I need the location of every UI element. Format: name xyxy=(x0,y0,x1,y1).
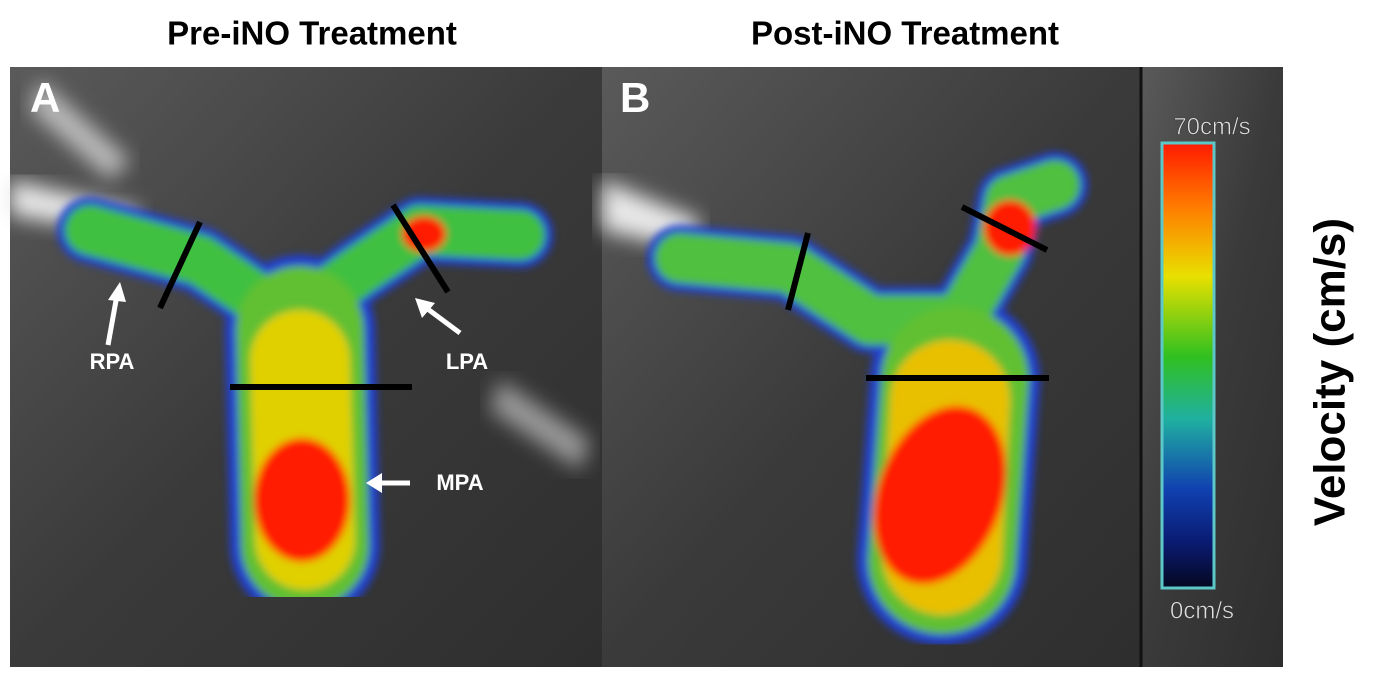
vessel-label: RPA xyxy=(90,349,135,374)
panel-title: Post-iNO Treatment xyxy=(751,15,1059,52)
panel-letter: B xyxy=(620,74,650,121)
vessel-label: LPA xyxy=(446,349,488,374)
vessel-label: MPA xyxy=(436,470,483,495)
colorbar-max: 70cm/s xyxy=(1173,113,1250,140)
panel-title: Pre-iNO Treatment xyxy=(167,15,457,52)
image-panel-b: B xyxy=(602,67,1140,667)
colorbar-min: 0cm/s xyxy=(1170,597,1234,624)
colorbar-title: Velocity (cm/s) xyxy=(1306,218,1355,526)
colorbar: 70cm/s 0cm/s xyxy=(1139,67,1283,667)
panel-letter: A xyxy=(30,74,60,121)
image-panel-a: A RPA LPA MPA xyxy=(10,67,602,667)
